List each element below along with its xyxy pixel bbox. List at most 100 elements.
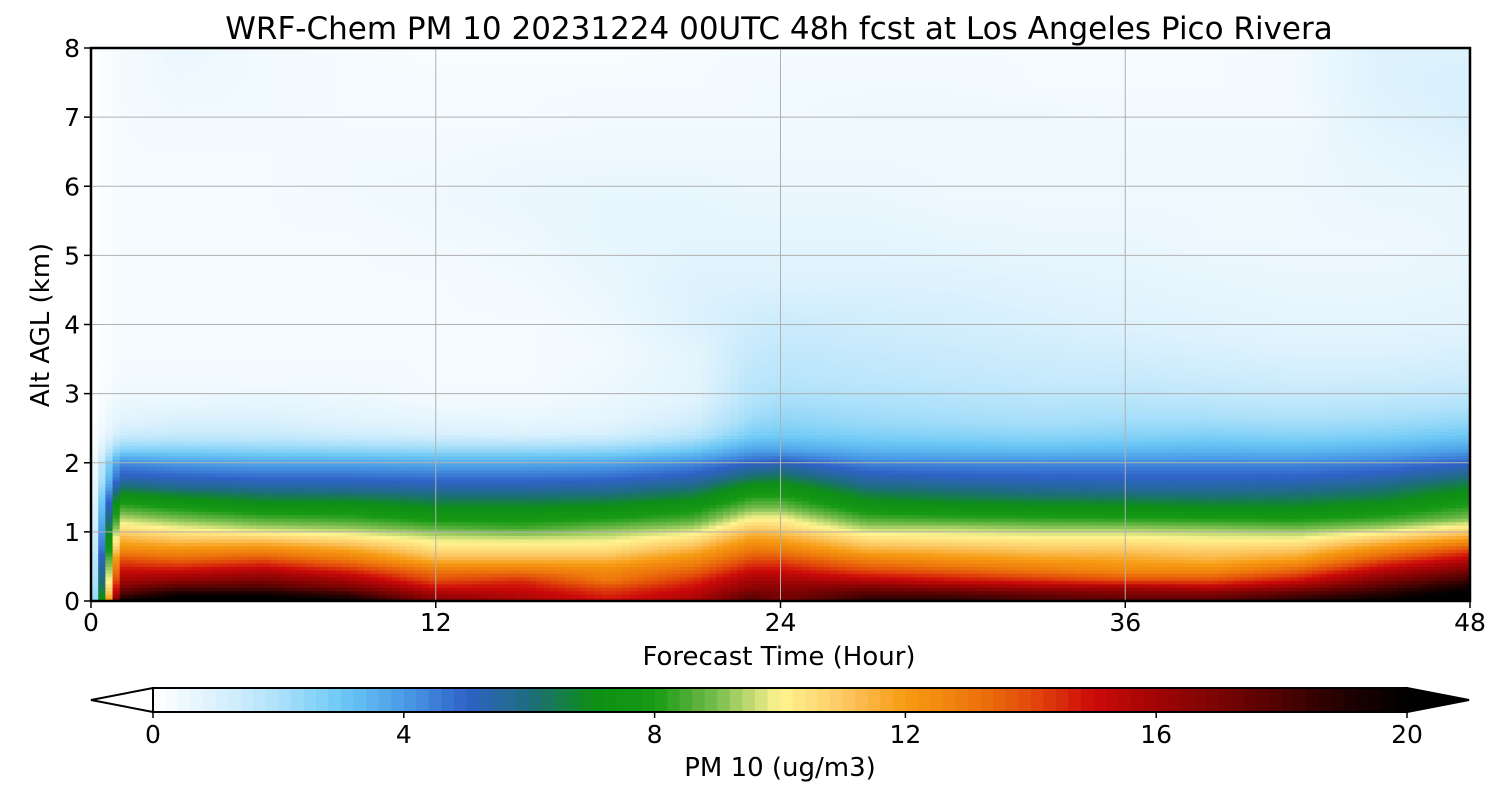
heatmap-cell xyxy=(551,518,559,522)
heatmap-cell xyxy=(385,563,393,567)
heatmap-cell xyxy=(658,532,666,536)
heatmap-cell xyxy=(781,573,789,577)
heatmap-cell xyxy=(393,566,401,570)
heatmap-cell xyxy=(630,563,638,567)
heatmap-cell xyxy=(1132,546,1140,550)
heatmap-cell xyxy=(630,566,638,570)
heatmap-cell xyxy=(522,594,530,598)
heatmap-cell xyxy=(1312,584,1320,588)
heatmap-cell xyxy=(1312,518,1320,522)
heatmap-cell xyxy=(192,584,200,588)
heatmap-cell xyxy=(860,591,868,595)
heatmap-cell xyxy=(1348,584,1356,588)
heatmap-cell xyxy=(1434,511,1442,515)
heatmap-cell xyxy=(1032,539,1040,543)
heatmap-cell xyxy=(1003,539,1011,543)
heatmap-cell xyxy=(1369,594,1377,598)
heatmap-cell xyxy=(407,511,415,515)
heatmap-cell xyxy=(1312,577,1320,581)
heatmap-cell xyxy=(1262,584,1270,588)
heatmap-cell xyxy=(278,591,286,595)
heatmap-cell xyxy=(666,584,674,588)
heatmap-cell xyxy=(1434,577,1442,581)
heatmap-cell xyxy=(472,546,480,550)
heatmap-cell xyxy=(795,522,803,526)
heatmap-cell xyxy=(752,532,760,536)
heatmap-cell xyxy=(931,511,939,515)
heatmap-cell xyxy=(1197,594,1205,598)
heatmap-cell xyxy=(529,577,537,581)
heatmap-cell xyxy=(831,546,839,550)
heatmap-cell xyxy=(141,577,149,581)
heatmap-cell xyxy=(134,566,142,570)
heatmap-cell xyxy=(206,549,214,553)
heatmap-cell xyxy=(1204,522,1212,526)
heatmap-cell xyxy=(551,522,559,526)
heatmap-cell xyxy=(1161,566,1169,570)
heatmap-cell xyxy=(1448,546,1456,550)
heatmap-cell xyxy=(292,549,300,553)
heatmap-cell xyxy=(457,539,465,543)
heatmap-cell xyxy=(493,522,501,526)
heatmap-cell xyxy=(1190,573,1198,577)
heatmap-cell xyxy=(601,591,609,595)
heatmap-cell xyxy=(242,549,250,553)
heatmap-cell xyxy=(1334,563,1342,567)
heatmap-cell xyxy=(364,511,372,515)
heatmap-cell xyxy=(1276,522,1284,526)
heatmap-cell xyxy=(256,573,264,577)
heatmap-cell xyxy=(701,518,709,522)
heatmap-cell xyxy=(781,511,789,515)
heatmap-cell xyxy=(1046,522,1054,526)
heatmap-cell xyxy=(163,539,171,543)
heatmap-cell xyxy=(508,522,516,526)
heatmap-cell xyxy=(860,584,868,588)
heatmap-cell xyxy=(285,518,293,522)
heatmap-cell xyxy=(824,549,832,553)
heatmap-cell xyxy=(1420,532,1428,536)
heatmap-cell xyxy=(745,511,753,515)
heatmap-cell xyxy=(931,563,939,567)
heatmap-cell xyxy=(694,573,702,577)
heatmap-cell xyxy=(579,594,587,598)
heatmap-cell xyxy=(730,594,738,598)
heatmap-cell xyxy=(1111,532,1119,536)
heatmap-cell xyxy=(680,546,688,550)
heatmap-cell xyxy=(1441,566,1449,570)
heatmap-cell xyxy=(522,549,530,553)
heatmap-cell xyxy=(1391,594,1399,598)
heatmap-cell xyxy=(299,546,307,550)
heatmap-cell xyxy=(364,532,372,536)
heatmap-cell xyxy=(795,556,803,560)
heatmap-cell xyxy=(1154,549,1162,553)
heatmap-cell xyxy=(694,563,702,567)
heatmap-cell xyxy=(127,518,135,522)
heatmap-cell xyxy=(1283,573,1291,577)
heatmap-cell xyxy=(436,546,444,550)
heatmap-cell xyxy=(931,556,939,560)
heatmap-cell xyxy=(759,573,767,577)
heatmap-cell xyxy=(594,522,602,526)
heatmap-cell xyxy=(845,563,853,567)
heatmap-cell xyxy=(1032,518,1040,522)
heatmap-cell xyxy=(378,584,386,588)
heatmap-cell xyxy=(522,546,530,550)
heatmap-cell xyxy=(1147,549,1155,553)
heatmap-cell xyxy=(522,573,530,577)
heatmap-cell xyxy=(263,518,271,522)
heatmap-cell xyxy=(1068,563,1076,567)
heatmap-cell xyxy=(1348,563,1356,567)
heatmap-cell xyxy=(802,511,810,515)
heatmap-cell xyxy=(723,539,731,543)
heatmap-cell xyxy=(709,594,717,598)
heatmap-cell xyxy=(716,518,724,522)
heatmap-cell xyxy=(1405,584,1413,588)
heatmap-cell xyxy=(1219,556,1227,560)
heatmap-cell xyxy=(508,577,516,581)
heatmap-cell xyxy=(723,591,731,595)
heatmap-cell xyxy=(773,591,781,595)
heatmap-cell xyxy=(1362,522,1370,526)
heatmap-cell xyxy=(479,566,487,570)
heatmap-cell xyxy=(888,511,896,515)
heatmap-cell xyxy=(1089,594,1097,598)
